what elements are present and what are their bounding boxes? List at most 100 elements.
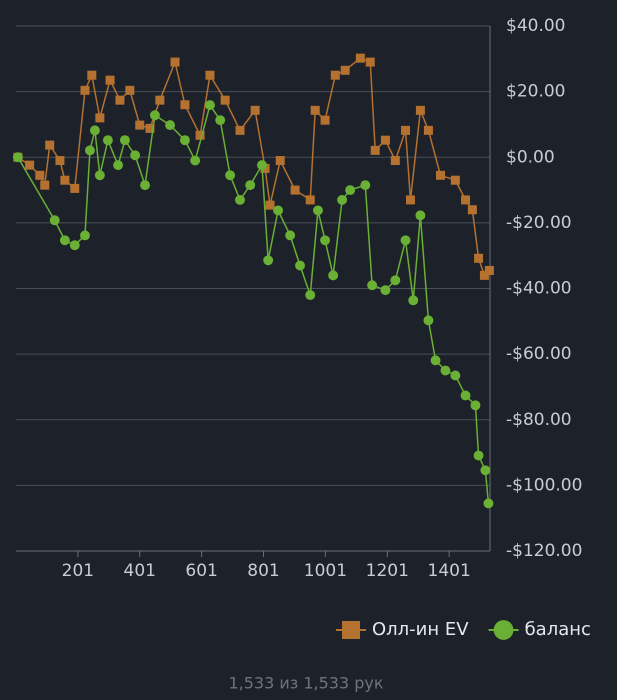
x-tick-label: 201 [62,561,94,581]
data-point [55,156,65,166]
data-point [423,315,434,326]
legend-label: баланс [525,619,591,640]
data-point [328,270,339,281]
data-point [105,75,115,85]
data-point [423,125,433,135]
data-point [235,125,245,135]
data-point [49,215,60,226]
data-point [435,170,445,180]
data-point [179,135,190,146]
data-point [460,390,471,401]
data-point [313,205,323,216]
data-point [245,180,256,191]
data-point [45,140,55,150]
data-point [135,120,145,130]
data-point [80,85,90,95]
data-point [102,135,113,146]
data-point [263,255,274,266]
data-point [115,95,125,105]
y-tick-label: -$40.00 [506,279,572,299]
legend-marker [493,620,514,640]
data-point [250,105,260,115]
data-point [415,105,425,115]
data-point [484,265,494,275]
data-point [470,400,481,411]
legend-marker [342,621,360,639]
data-point [467,205,477,215]
data-point [12,152,23,163]
data-point [320,235,331,246]
data-point [265,200,275,210]
data-point [479,270,489,280]
data-point [165,120,176,131]
data-point [257,160,267,171]
legend-item: баланс [488,619,591,640]
y-tick-label: $40.00 [506,16,565,36]
data-point [461,195,471,205]
data-point [483,498,494,509]
data-point [40,180,50,190]
y-tick-label: -$100.00 [506,475,582,495]
x-tick-label: 1401 [428,561,471,581]
data-point [60,175,70,185]
data-point [345,185,356,196]
data-point [170,57,180,67]
data-point [180,100,190,110]
data-point [305,195,315,205]
data-point [285,230,296,241]
data-point [305,290,316,301]
data-point [155,95,165,105]
data-point [190,155,201,166]
data-point [275,156,285,166]
data-point [320,115,330,125]
x-tick-label: 1201 [366,561,409,581]
data-point [149,110,160,121]
x-tick-label: 801 [247,561,279,581]
data-point [87,70,97,80]
data-point [25,160,35,170]
data-point [355,53,365,63]
data-point [140,180,150,191]
data-point [235,194,245,205]
y-tick-label: -$80.00 [506,410,572,430]
data-point [205,70,215,80]
data-point [390,275,401,286]
y-tick-label: -$60.00 [506,344,572,364]
data-point [195,130,205,140]
data-point [70,183,80,193]
data-point [215,115,226,126]
x-tick-label: 401 [124,561,156,581]
data-point [80,230,90,241]
data-point [69,240,80,251]
data-point [220,95,230,105]
y-tick-label: $20.00 [506,82,565,102]
data-point [290,185,300,195]
data-point [480,465,491,476]
data-point [450,175,460,185]
data-point [59,235,70,246]
data-point [225,170,236,181]
data-point [440,365,451,376]
data-point [130,150,141,161]
legend-item: Олл-ин EV [336,619,469,640]
data-point [401,125,411,135]
series-line [17,103,490,504]
data-point [113,160,124,171]
data-point [337,194,348,205]
data-point [473,450,484,461]
data-point [340,65,350,75]
data-point [119,135,130,146]
y-tick-label: -$120.00 [506,541,582,561]
data-point [400,235,411,246]
data-point [310,105,320,115]
x-tick-label: 601 [185,561,217,581]
data-point [125,85,135,95]
data-point [360,180,371,191]
data-point [474,253,484,263]
data-point [430,355,441,366]
data-point [94,170,105,181]
data-point [405,195,415,205]
data-point [380,135,390,145]
